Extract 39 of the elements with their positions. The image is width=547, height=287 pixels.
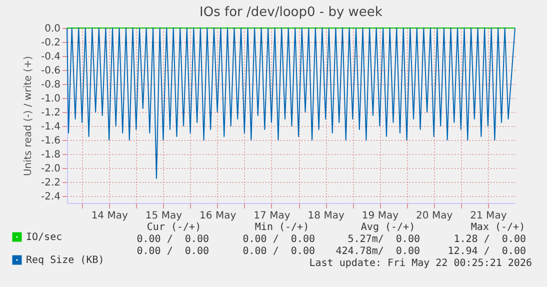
x-tick-label: 17 May (254, 210, 290, 222)
text: 12.94 / 0.00 (448, 246, 526, 258)
text: Min (-/+) (254, 222, 310, 234)
y-tick-label: -1.4 (40, 122, 60, 132)
x-tick-label: 19 May (362, 210, 399, 222)
text: Max (-/+) (470, 222, 526, 234)
x-tick-label: 21 May (470, 210, 507, 222)
y-tick-label: -1.8 (40, 150, 60, 160)
y-axis-title: Units read (-) / write (+) (22, 56, 34, 176)
y-tick-label: -2.2 (40, 178, 60, 188)
y-tick-label: -2.4 (40, 192, 60, 202)
text: 0.00 / 0.00 (242, 234, 315, 246)
text: 0.00 / 0.00 (136, 234, 209, 246)
y-tick-label: -0.2 (40, 38, 60, 48)
line-series (66, 28, 516, 179)
text: 424.78m/ 0.00 (336, 246, 420, 258)
y-tick-label: -1.2 (40, 108, 60, 118)
x-tick-label: 15 May (145, 210, 182, 222)
y-tick-label: -1.6 (40, 136, 60, 146)
x-tick-label: 16 May (200, 210, 236, 222)
x-tick-label: 18 May (308, 210, 344, 222)
y-tick-label: -2.0 (40, 164, 60, 174)
legend-label: Req Size (KB) (26, 255, 104, 266)
text: 1.28 / 0.00 (454, 234, 526, 246)
text: 0.00 / 0.00 (242, 246, 315, 258)
x-tick-label: 20 May (416, 210, 453, 222)
y-tick-label: -0.6 (40, 66, 60, 76)
chart-title: IOs for /dev/loop0 - by week (200, 5, 383, 20)
text: 0.00 / 0.00 (136, 246, 209, 258)
text: Last update: Fri May 22 00:25:21 2026 (309, 258, 532, 270)
y-tick-label: -0.4 (40, 52, 60, 62)
y-tick-label: -0.8 (40, 80, 60, 90)
y-tick-label: 0.0 (44, 24, 60, 34)
text: Avg (-/+) (360, 222, 416, 234)
legend-label: IO/sec (26, 232, 62, 243)
text: Cur (-/+) (146, 222, 202, 234)
y-tick-label: -1.0 (40, 94, 60, 104)
text: 5.27m/ 0.00 (348, 234, 420, 246)
x-tick-label: 14 May (91, 210, 128, 222)
